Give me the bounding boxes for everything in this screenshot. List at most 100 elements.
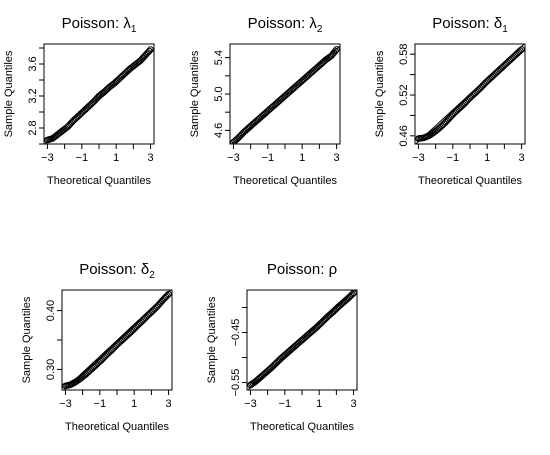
data-point xyxy=(320,58,327,66)
data-layer xyxy=(247,290,357,390)
data-point xyxy=(100,354,108,361)
title-subscript: 2 xyxy=(149,270,155,281)
y-tick-label: 0.52 xyxy=(398,84,410,105)
data-point xyxy=(121,334,129,341)
y-axis-label: Sample Quantiles xyxy=(374,50,386,137)
y-axis-label: Sample Quantiles xyxy=(189,50,201,137)
x-tick-label: −3 xyxy=(227,152,240,164)
x-tick-label: 1 xyxy=(131,398,137,410)
x-tick-label: 1 xyxy=(316,398,322,410)
data-point xyxy=(142,314,149,322)
x-tick-label: −1 xyxy=(94,398,107,410)
x-tick-label: 3 xyxy=(334,152,340,164)
x-tick-label: −1 xyxy=(262,152,275,164)
x-axis-label: Theoretical Quantiles xyxy=(250,421,354,433)
data-point xyxy=(85,368,92,376)
data-point xyxy=(273,99,281,106)
data-point xyxy=(93,95,100,103)
data-point xyxy=(116,339,123,346)
data-point xyxy=(126,329,134,337)
data-layer xyxy=(44,46,154,144)
data-point xyxy=(285,347,293,355)
y-tick-label: 5.4 xyxy=(213,50,225,65)
data-point xyxy=(289,85,297,93)
y-axis-label: Sample Quantiles xyxy=(21,296,33,383)
data-point xyxy=(327,310,334,318)
data-point xyxy=(77,110,85,117)
panel-lambda-2: Poisson: λ2 −3 −1 1 3 4.6 5.0 5.4 Theoretical Qu… xyxy=(189,15,341,187)
data-point xyxy=(254,375,262,383)
title-prefix: Poisson: xyxy=(62,15,124,32)
data-point xyxy=(433,127,440,134)
data-point xyxy=(258,112,266,120)
data-point xyxy=(279,94,286,102)
data-point xyxy=(304,72,312,79)
data-point xyxy=(270,362,277,369)
data-point xyxy=(280,352,288,360)
data-point xyxy=(453,107,461,114)
data-point xyxy=(310,67,317,75)
x-tick-label: −3 xyxy=(244,398,257,410)
x-tick-label: −1 xyxy=(447,152,460,164)
y-tick-label: 0.40 xyxy=(45,300,57,321)
y-axis-label: Sample Quantiles xyxy=(206,296,218,383)
y-tick-label: 3.2 xyxy=(27,88,39,103)
data-point xyxy=(315,62,322,70)
data-point xyxy=(248,122,255,129)
title-subscript: 1 xyxy=(502,24,508,35)
data-point xyxy=(316,320,324,328)
data-point xyxy=(464,97,471,104)
x-tick-label: 3 xyxy=(519,152,525,164)
data-point xyxy=(275,357,283,364)
title-symbol: δ xyxy=(494,15,502,32)
y-tick-label: 0.30 xyxy=(45,359,57,380)
panel-title: Poisson: λ1 xyxy=(62,15,137,35)
data-point xyxy=(90,363,98,371)
data-point xyxy=(265,366,272,374)
title-symbol: δ xyxy=(141,261,149,278)
panel-title: Poisson: ρ xyxy=(267,261,337,278)
panel-delta-2: Poisson: δ2 −3 −1 1 3 0.30 0.40 Theoretical Qua… xyxy=(21,261,173,433)
data-point xyxy=(448,112,456,119)
data-point xyxy=(268,103,276,111)
data-point xyxy=(325,54,333,61)
qq-reference-line xyxy=(63,290,172,390)
qq-reference-line xyxy=(415,44,525,144)
x-axis-label: Theoretical Quantiles xyxy=(65,421,169,433)
title-symbol: λ xyxy=(123,15,131,32)
data-point xyxy=(243,126,250,134)
data-point xyxy=(332,306,339,313)
y-tick-label: 4.6 xyxy=(213,123,225,138)
data-point xyxy=(144,49,152,56)
data-point xyxy=(80,372,87,380)
x-tick-label: 1 xyxy=(299,152,305,164)
data-point xyxy=(443,117,451,125)
qq-reference-line xyxy=(247,290,357,390)
title-prefix: Poisson: xyxy=(79,261,141,278)
data-point xyxy=(294,81,302,88)
data-point xyxy=(458,102,466,109)
data-point xyxy=(98,90,105,98)
data-point xyxy=(103,86,111,93)
data-point xyxy=(136,319,144,327)
data-point xyxy=(260,371,267,379)
x-axis-label: Theoretical Quantiles xyxy=(47,175,151,187)
data-point xyxy=(342,296,350,304)
y-tick-label: 0.46 xyxy=(398,125,410,146)
data-point xyxy=(331,47,339,55)
title-symbol: ρ xyxy=(329,261,338,278)
x-tick-label: 1 xyxy=(484,152,490,164)
qq-reference-line xyxy=(44,48,154,144)
data-point xyxy=(284,90,291,97)
data-point xyxy=(348,290,356,298)
title-symbol: λ xyxy=(309,15,317,32)
data-point xyxy=(134,59,141,67)
x-axis-label: Theoretical Quantiles xyxy=(418,175,522,187)
data-point xyxy=(474,87,482,94)
title-subscript: 1 xyxy=(131,24,137,35)
y-tick-label: 5.0 xyxy=(213,86,225,101)
x-tick-label: −1 xyxy=(76,152,89,164)
data-point xyxy=(105,349,113,356)
data-point xyxy=(347,292,355,299)
